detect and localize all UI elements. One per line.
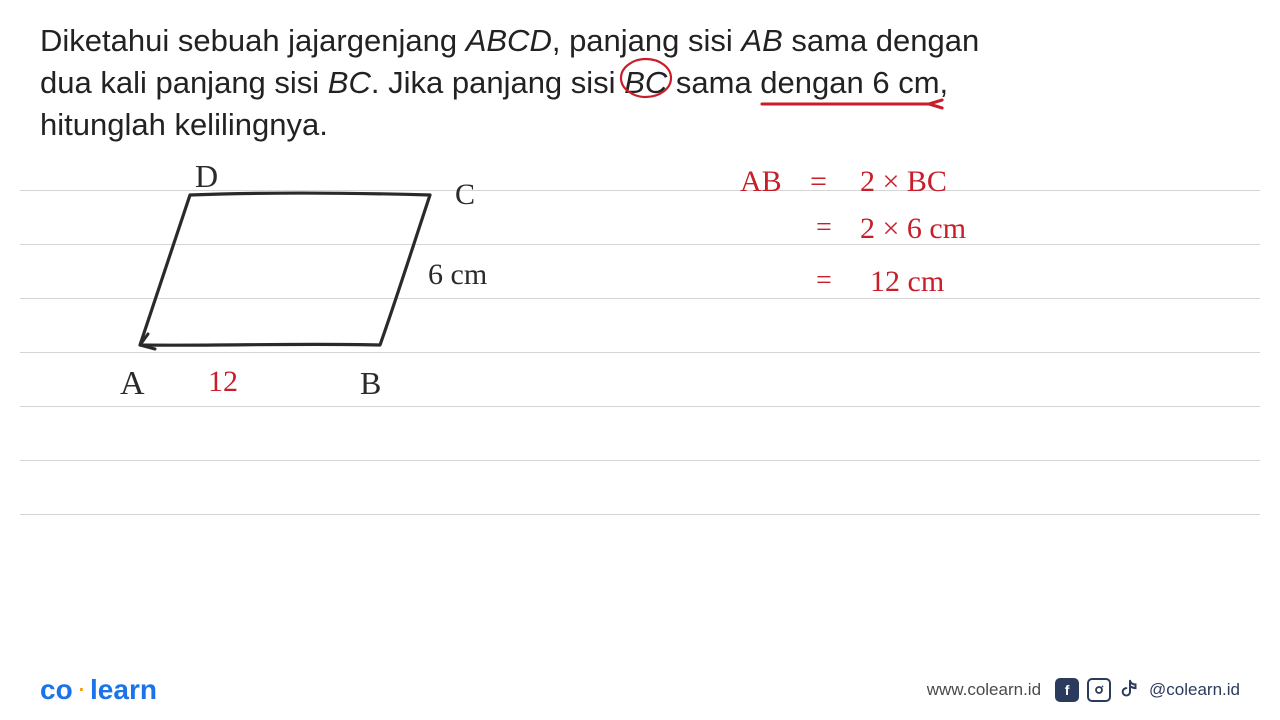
underlined-text: dengan 6 cm, [760, 62, 948, 104]
footer-right: www.colearn.id f @colearn.id [927, 678, 1240, 702]
side-bc-label: 6 cm [428, 258, 487, 292]
logo: co·learn [40, 674, 157, 706]
var-bc1: BC [328, 65, 371, 100]
label-a: A [120, 365, 145, 403]
footer: co·learn www.colearn.id f @colearn.id [0, 660, 1280, 720]
label-c: C [455, 178, 475, 212]
parallelogram-diagram [100, 170, 580, 450]
tiktok-icon [1119, 679, 1141, 701]
q-text: hitunglah kelilingnya. [40, 107, 328, 142]
circled-bc: BC [624, 62, 667, 104]
var-abcd: ABCD [466, 23, 552, 58]
social-icons: f @colearn.id [1055, 678, 1240, 702]
q-text: dua kali panjang sisi [40, 65, 328, 100]
label-d: D [195, 158, 218, 195]
question-text: Diketahui sebuah jajargenjang ABCD, panj… [0, 0, 1280, 164]
grid-line [20, 514, 1260, 515]
q-underlined: dengan 6 cm, [760, 65, 948, 100]
logo-learn: learn [90, 674, 157, 706]
eq3-equals: = [816, 265, 832, 297]
q-text: . Jika panjang sisi [371, 65, 624, 100]
var-bc2: BC [624, 65, 667, 100]
eq2-equals: = [816, 212, 832, 244]
eq1-equals: = [810, 165, 827, 199]
social-handle: @colearn.id [1149, 680, 1240, 700]
eq3-rhs: 12 cm [870, 265, 944, 299]
logo-co: co [40, 674, 73, 706]
q-text: Diketahui sebuah jajargenjang [40, 23, 466, 58]
q-text: , panjang sisi [552, 23, 742, 58]
work-area: D C B A 6 cm 12 AB = 2 × BC = 2 × 6 cm =… [0, 170, 1280, 600]
logo-dot-icon: · [77, 672, 86, 704]
facebook-icon: f [1055, 678, 1079, 702]
side-ab-label: 12 [208, 365, 238, 399]
q-text: sama dengan [783, 23, 979, 58]
eq1-lhs: AB [740, 165, 782, 199]
eq1-rhs: 2 × BC [860, 165, 947, 199]
website-url: www.colearn.id [927, 680, 1041, 700]
var-ab: AB [741, 23, 782, 58]
label-b: B [360, 365, 381, 402]
q-text: sama [667, 65, 760, 100]
grid-line [20, 460, 1260, 461]
instagram-icon [1087, 678, 1111, 702]
eq2-rhs: 2 × 6 cm [860, 212, 966, 246]
